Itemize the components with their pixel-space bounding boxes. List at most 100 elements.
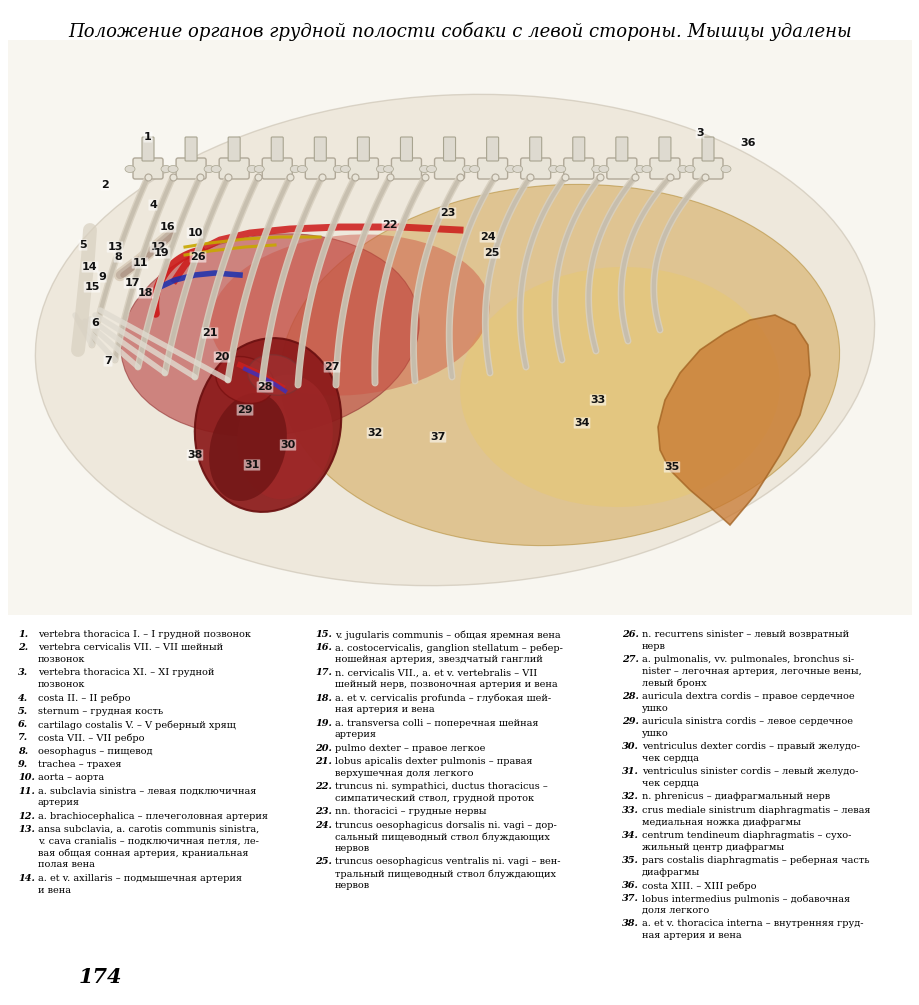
Ellipse shape [685, 166, 694, 173]
Text: ansa subclavia, a. carotis communis sinistra,: ansa subclavia, a. carotis communis sini… [38, 825, 259, 834]
Text: артерия: артерия [38, 798, 80, 807]
Ellipse shape [333, 166, 343, 173]
Text: 34: 34 [573, 418, 589, 428]
Text: 5.: 5. [18, 707, 28, 716]
Text: 15.: 15. [314, 630, 332, 639]
FancyBboxPatch shape [8, 40, 911, 615]
Text: 27: 27 [323, 362, 339, 372]
Text: 38: 38 [187, 450, 202, 460]
Text: a. pulmonalis, vv. pulmonales, bronchus si-: a. pulmonalis, vv. pulmonales, bronchus … [641, 655, 853, 664]
FancyBboxPatch shape [142, 137, 153, 161]
Text: 12.: 12. [18, 812, 35, 821]
Text: a. et v. thoracica interna – внутренняя груд-: a. et v. thoracica interna – внутренняя … [641, 920, 863, 929]
Text: costa II. – II ребро: costa II. – II ребро [38, 693, 130, 703]
Text: сальный пищеводный ствол блуждающих: сальный пищеводный ствол блуждающих [335, 832, 550, 842]
Text: 12: 12 [150, 242, 165, 252]
FancyBboxPatch shape [228, 137, 240, 161]
Text: 13.: 13. [18, 825, 35, 834]
Ellipse shape [120, 234, 419, 436]
Text: a. et v. axillaris – подмышечная артерия: a. et v. axillaris – подмышечная артерия [38, 873, 242, 882]
Ellipse shape [460, 267, 779, 508]
Text: 16: 16 [160, 222, 176, 232]
Text: 22: 22 [381, 220, 397, 230]
Text: nn. thoracici – грудные нервы: nn. thoracici – грудные нервы [335, 807, 486, 816]
Text: 25: 25 [483, 248, 499, 258]
Text: 1.: 1. [18, 630, 28, 639]
Text: тральный пищеводный ствол блуждающих: тральный пищеводный ствол блуждающих [335, 869, 555, 878]
Text: 16.: 16. [314, 643, 332, 652]
Text: nister – легочная артерия, легочные вены,: nister – легочная артерия, легочные вены… [641, 667, 861, 676]
Ellipse shape [211, 166, 221, 173]
Text: 3: 3 [696, 128, 703, 138]
Text: 8: 8 [114, 252, 121, 262]
Text: 7.: 7. [18, 734, 28, 743]
Text: 2.: 2. [18, 643, 28, 652]
Text: 14.: 14. [18, 873, 35, 882]
Ellipse shape [210, 234, 489, 396]
Ellipse shape [462, 166, 472, 173]
Text: trachea – трахея: trachea – трахея [38, 760, 121, 769]
FancyBboxPatch shape [520, 158, 550, 179]
Text: 33: 33 [590, 395, 605, 405]
Text: 37.: 37. [621, 894, 638, 903]
FancyBboxPatch shape [658, 137, 670, 161]
Text: 11.: 11. [18, 787, 35, 796]
Text: 31.: 31. [621, 767, 638, 776]
Text: и вена: и вена [38, 885, 71, 894]
FancyBboxPatch shape [176, 158, 206, 179]
FancyBboxPatch shape [563, 158, 593, 179]
Text: 14: 14 [82, 262, 97, 272]
FancyBboxPatch shape [529, 137, 541, 161]
Text: симпатический ствол, грудной проток: симпатический ствол, грудной проток [335, 794, 534, 803]
Text: 17: 17 [124, 278, 140, 288]
Text: 21: 21 [202, 328, 218, 338]
FancyBboxPatch shape [615, 137, 627, 161]
Text: auricula dextra cordis – правое сердечное: auricula dextra cordis – правое сердечно… [641, 692, 854, 701]
Ellipse shape [634, 166, 644, 173]
Text: 1: 1 [144, 132, 152, 142]
Ellipse shape [677, 166, 687, 173]
Text: ношейная артерия, звездчатый ганглий: ношейная артерия, звездчатый ганглий [335, 655, 542, 664]
Ellipse shape [280, 184, 839, 546]
Text: чек сердца: чек сердца [641, 779, 698, 788]
Ellipse shape [426, 166, 436, 173]
Text: 6: 6 [91, 318, 99, 328]
Text: 32: 32 [367, 428, 382, 438]
Ellipse shape [376, 166, 386, 173]
Ellipse shape [555, 166, 565, 173]
Text: 13: 13 [108, 242, 122, 252]
Text: 36.: 36. [621, 881, 638, 890]
Text: ушко: ушко [641, 704, 668, 713]
Text: нервов: нервов [335, 844, 369, 853]
Text: жильный центр диафрагмы: жильный центр диафрагмы [641, 842, 783, 851]
FancyBboxPatch shape [305, 158, 335, 179]
Ellipse shape [419, 166, 429, 173]
FancyBboxPatch shape [391, 158, 421, 179]
Text: a. costocervicalis, ganglion stellatum – ребер-: a. costocervicalis, ganglion stellatum –… [335, 643, 562, 653]
Ellipse shape [297, 166, 307, 173]
Text: pars costalis diaphragmatis – реберная часть: pars costalis diaphragmatis – реберная ч… [641, 856, 868, 865]
Text: левый бронх: левый бронх [641, 678, 706, 688]
FancyBboxPatch shape [348, 158, 378, 179]
FancyBboxPatch shape [357, 137, 369, 161]
FancyBboxPatch shape [701, 137, 713, 161]
Text: 36: 36 [740, 138, 754, 148]
Text: v. cava cranialis – подключичная петля, ле-: v. cava cranialis – подключичная петля, … [38, 837, 258, 846]
Text: 10: 10 [187, 228, 202, 238]
Text: 28: 28 [257, 382, 272, 392]
Text: 10.: 10. [18, 773, 35, 782]
Ellipse shape [641, 166, 652, 173]
Text: ушко: ушко [641, 729, 668, 738]
Text: costa XIII. – XIII ребро: costa XIII. – XIII ребро [641, 881, 755, 890]
FancyBboxPatch shape [185, 137, 197, 161]
Ellipse shape [591, 166, 601, 173]
Text: 30: 30 [280, 440, 295, 450]
Text: 38.: 38. [621, 920, 638, 929]
Text: 24.: 24. [314, 820, 332, 829]
FancyBboxPatch shape [262, 158, 292, 179]
Ellipse shape [204, 166, 214, 173]
Text: шейный нерв, позвоночная артерия и вена: шейный нерв, позвоночная артерия и вена [335, 680, 557, 689]
Text: vertebra cervicalis VII. – VII шейный: vertebra cervicalis VII. – VII шейный [38, 643, 223, 652]
Text: truncus oesophagicus dorsalis ni. vagi – дор-: truncus oesophagicus dorsalis ni. vagi –… [335, 820, 556, 829]
Text: vertebra thoracica I. – I грудной позвонок: vertebra thoracica I. – I грудной позвон… [38, 630, 251, 639]
